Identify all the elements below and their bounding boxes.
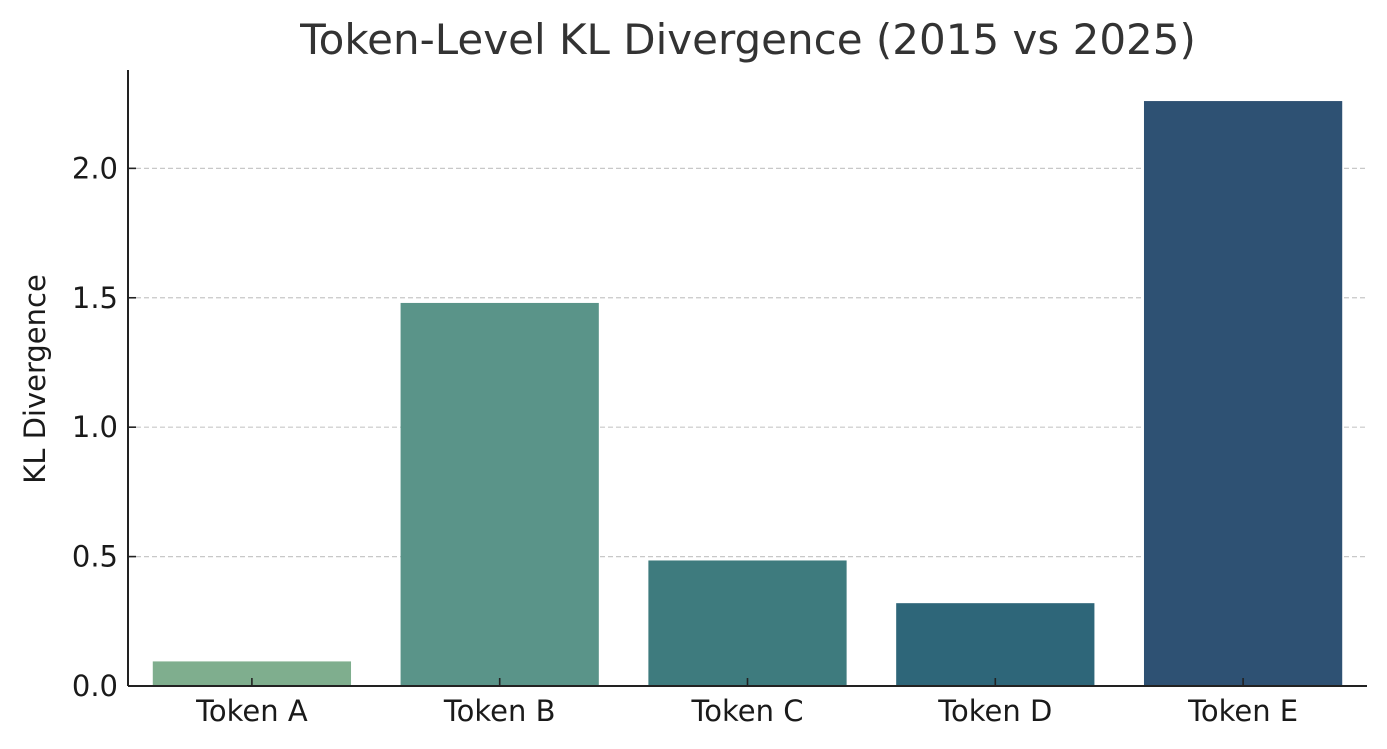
bar-token-c: [648, 560, 847, 686]
bar-token-b: [400, 302, 599, 686]
y-tick-label: 1.0: [72, 410, 118, 444]
x-tick-label: Token C: [691, 694, 804, 728]
x-tick-label: Token A: [195, 694, 308, 728]
y-tick-label: 0.5: [72, 540, 118, 574]
x-tick-label: Token D: [937, 694, 1052, 728]
bars-layer: [152, 101, 1343, 686]
chart-title: Token-Level KL Divergence (2015 vs 2025): [299, 15, 1196, 64]
bar-token-d: [896, 603, 1095, 686]
y-tick-label: 2.0: [72, 151, 118, 185]
x-tick-label: Token E: [1187, 694, 1298, 728]
bar-token-e: [1143, 101, 1343, 686]
ticks-layer: Token A Token B Token C Token D Token E 0.0 0.…: [72, 151, 1298, 728]
y-axis-label: KL Divergence: [18, 274, 52, 484]
x-tick-label: Token B: [443, 694, 556, 728]
y-tick-label: 0.0: [72, 669, 118, 703]
y-tick-label: 1.5: [72, 281, 118, 315]
